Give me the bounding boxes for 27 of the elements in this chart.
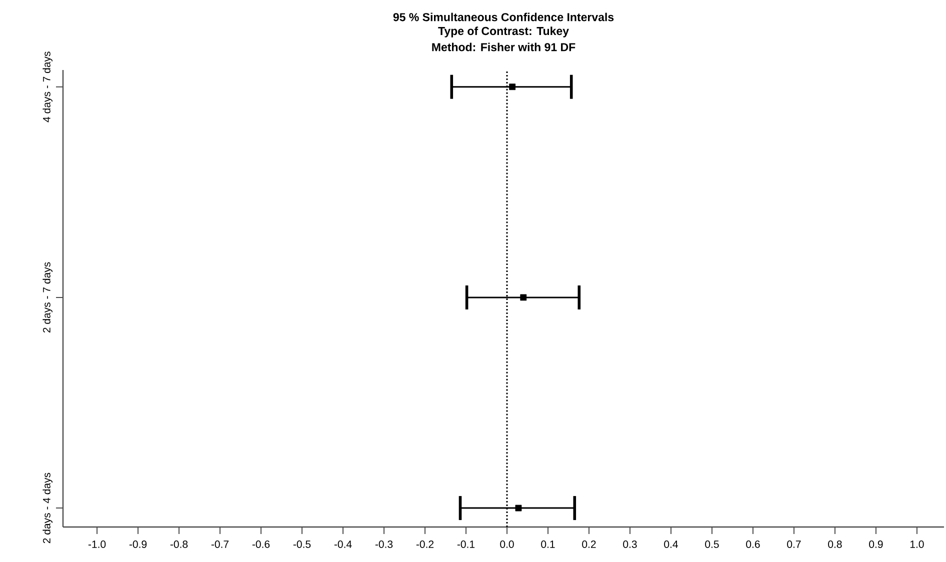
y-tick-label: 2 days - 4 days [42,472,52,544]
text: Method: Fisher with 91 DF [432,42,576,52]
y-tick-label: 4 days - 7 days [42,52,52,122]
x-tick-label: -0.7 [211,540,229,548]
x-tick-label: 0.5 [705,540,719,548]
x-tick-label: -0.5 [293,540,311,548]
x-tick-label: 0.6 [746,540,760,548]
x-tick-label: 0.2 [582,540,596,548]
x-tick-label: -0.3 [375,540,393,548]
x-tick-label: -0.8 [170,540,188,548]
y-tick-label: 2 days - 7 days [42,262,52,333]
x-tick-label: 0.7 [787,540,801,548]
chart-subtitle: Type of Contrast: Tukey [438,26,569,38]
x-tick-label: -0.2 [416,540,434,548]
x-tick-label: 0.1 [541,540,555,548]
x-tick-label: 0.3 [623,540,637,548]
x-tick-label: 0.0 [500,540,514,548]
x-tick-label: 1.0 [910,540,924,548]
x-tick-label: -0.9 [129,540,147,548]
x-tick-label: -0.1 [457,540,475,548]
x-tick-label: 0.9 [869,540,883,548]
x-tick-label: -0.6 [252,540,270,548]
chart-title: 95 % Simultaneous Confidence Intervals [393,12,614,22]
x-tick-label: 0.4 [664,540,678,548]
x-tick-label: -1.0 [88,540,106,548]
x-tick-label: 0.8 [828,540,842,548]
x-tick-label: -0.4 [334,540,352,548]
